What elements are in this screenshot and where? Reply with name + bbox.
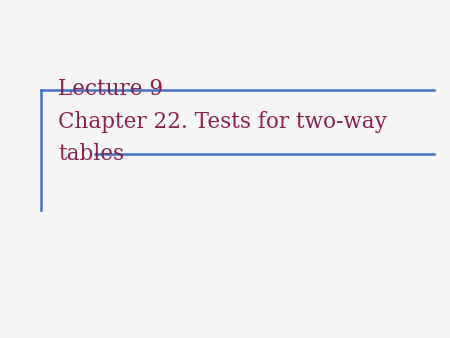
Text: Lecture 9
Chapter 22. Tests for two-way
tables: Lecture 9 Chapter 22. Tests for two-way …: [58, 78, 387, 165]
